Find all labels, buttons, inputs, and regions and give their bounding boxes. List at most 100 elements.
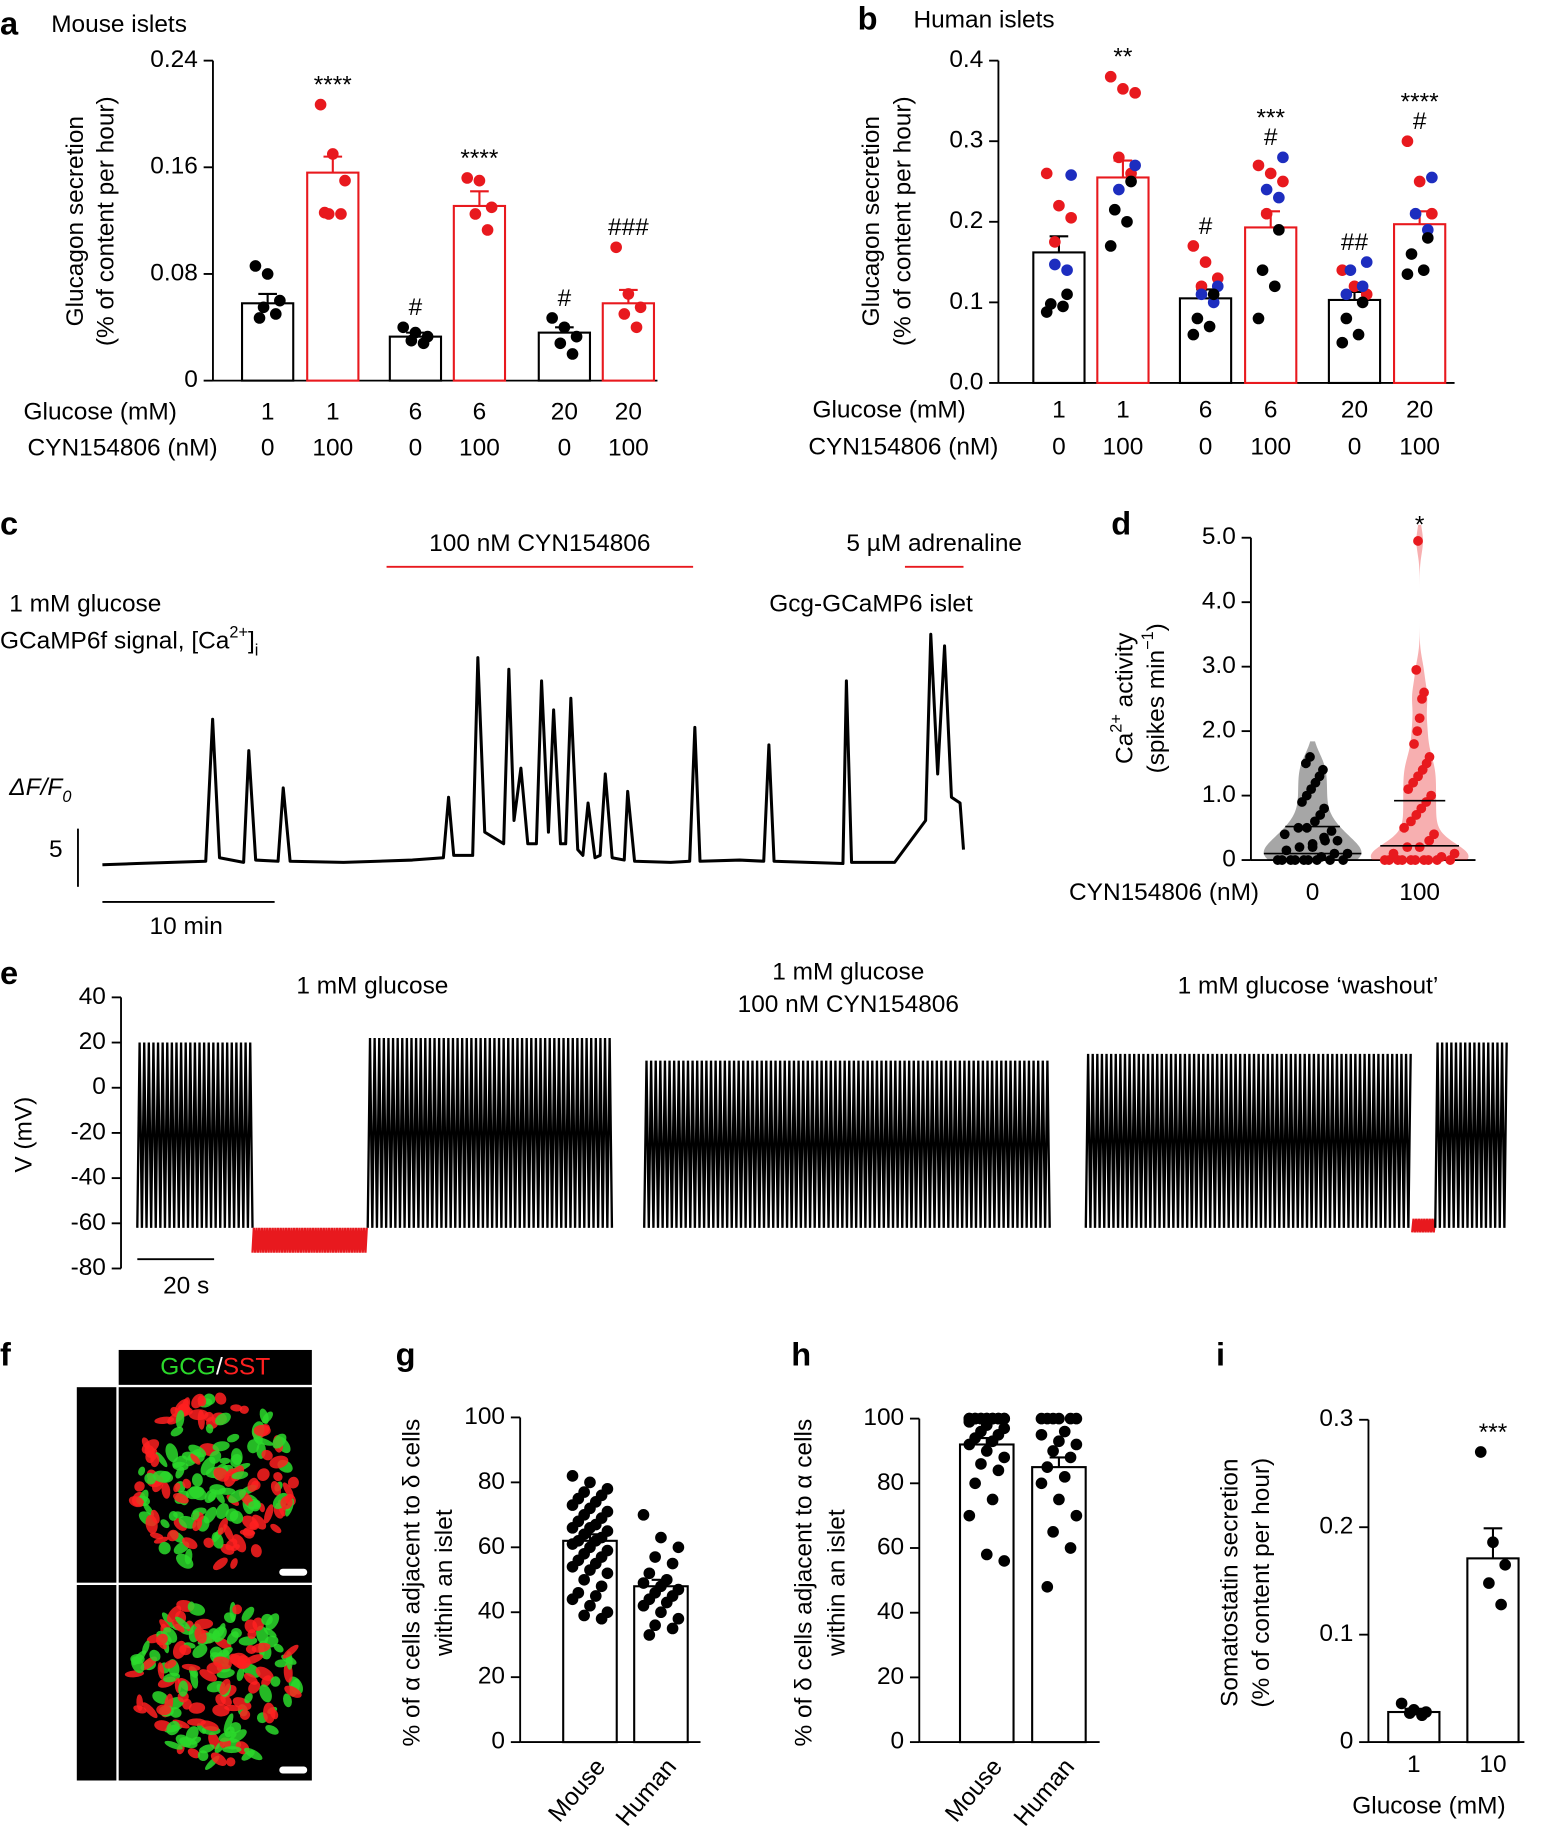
condition-label: 1 mM glucose xyxy=(9,591,161,618)
y-tick-label: 40 xyxy=(79,983,106,1010)
y-axis-label-part: (mV) xyxy=(11,1097,38,1157)
row-label: CYN154806 (nM) xyxy=(28,435,218,462)
data-point xyxy=(1277,855,1287,865)
data-point xyxy=(1041,1581,1054,1593)
data-point xyxy=(998,1555,1011,1567)
image-header xyxy=(118,1349,312,1385)
significance-label: ** xyxy=(1113,44,1133,71)
data-point xyxy=(1207,288,1220,301)
data-point xyxy=(672,1612,685,1625)
cell xyxy=(152,1470,174,1483)
significance-label: # xyxy=(558,285,572,312)
cell xyxy=(149,1532,164,1540)
cell xyxy=(259,1408,269,1425)
y-tick-label: 0 xyxy=(1222,846,1236,873)
condition-label: 1 mM glucose ‘washout’ xyxy=(1178,972,1439,999)
data-point xyxy=(963,1438,976,1451)
data-point xyxy=(1049,258,1061,271)
significance-label: ### xyxy=(608,214,649,241)
data-point xyxy=(1061,288,1073,301)
data-point xyxy=(1352,328,1365,341)
y-tick-label: 0 xyxy=(1340,1728,1354,1755)
data-point xyxy=(1273,191,1285,204)
cell xyxy=(173,1493,189,1504)
y-tick-label: 0.2 xyxy=(949,207,983,234)
bar xyxy=(958,1443,1015,1744)
data-point xyxy=(1401,268,1414,280)
data-point xyxy=(1412,726,1423,737)
cell xyxy=(209,1450,222,1464)
y-axis-label: (% of content per hour) xyxy=(890,96,917,346)
cell xyxy=(214,1392,227,1405)
cell xyxy=(211,1532,224,1549)
y-tick-label: 60 xyxy=(877,1533,904,1560)
y-axis-label-part: ΔF/F xyxy=(8,775,64,802)
data-point xyxy=(584,1599,596,1612)
cell xyxy=(263,1702,276,1724)
header-part: SST xyxy=(223,1354,271,1381)
row-label: Mouse islets xyxy=(83,1417,110,1553)
cell xyxy=(158,1541,171,1555)
voltage-trace xyxy=(1434,1042,1508,1228)
significance-label: *** xyxy=(1479,1419,1508,1446)
data-point xyxy=(969,1477,981,1490)
x-tick-label: 6 xyxy=(473,399,487,426)
condition-label: 1 mM glucose xyxy=(296,972,448,999)
cell xyxy=(175,1734,192,1748)
data-point xyxy=(1203,320,1216,333)
y-axis-label: Glucagon secretion xyxy=(858,116,885,326)
panel-title: Human islets xyxy=(913,7,1054,34)
significance-label: # xyxy=(1413,108,1427,135)
header-part: GCG xyxy=(160,1354,216,1381)
cell xyxy=(171,1619,185,1633)
cell xyxy=(255,1666,274,1681)
cell xyxy=(155,1633,168,1646)
x-tick-label: 1 xyxy=(1052,396,1066,423)
voltage-trace xyxy=(1411,1218,1437,1233)
cell xyxy=(217,1517,228,1536)
data-point xyxy=(1252,159,1265,172)
data-point xyxy=(1035,1428,1048,1441)
y-tick-label: 100 xyxy=(464,1403,505,1430)
data-point xyxy=(1303,855,1314,865)
data-point xyxy=(655,1531,667,1544)
y-tick-label: 0.08 xyxy=(150,259,198,286)
data-point xyxy=(1264,167,1277,180)
cell xyxy=(219,1457,231,1465)
cell xyxy=(230,1627,242,1638)
x-tick-label: 20 xyxy=(551,399,578,426)
condition-label: Gcg-GCaMP6 islet xyxy=(769,591,973,618)
data-point xyxy=(1041,1461,1054,1473)
cell xyxy=(182,1478,192,1489)
data-point xyxy=(1064,1542,1077,1554)
y-axis-label: Glucagon secretion xyxy=(62,116,89,326)
voltage-trace xyxy=(136,1042,254,1228)
data-point xyxy=(269,308,282,320)
data-point xyxy=(1187,240,1200,252)
voltage-trace xyxy=(1084,1053,1412,1228)
x-tick-label: 100 xyxy=(1250,434,1291,461)
bar xyxy=(1178,297,1233,385)
cell xyxy=(149,1649,161,1662)
x-tick-label: 20 xyxy=(1341,396,1368,423)
y-axis-label: % of α cells adjacent to δ cells xyxy=(399,1419,426,1747)
cell xyxy=(161,1482,171,1499)
data-point xyxy=(339,174,351,187)
data-point xyxy=(318,206,331,219)
x-axis-label: CYN154806 (nM) xyxy=(1069,879,1259,906)
cell xyxy=(188,1409,209,1421)
data-point xyxy=(405,334,418,347)
data-point xyxy=(1041,1412,1054,1425)
data-point xyxy=(578,1573,590,1586)
data-point xyxy=(566,1470,579,1482)
y-tick-label: 2.0 xyxy=(1202,717,1236,744)
data-point xyxy=(666,1557,679,1570)
cell xyxy=(166,1720,180,1736)
y-tick-label: 0 xyxy=(891,1728,905,1755)
data-point xyxy=(1318,764,1328,775)
data-point xyxy=(1388,848,1399,859)
x-tick-label: 0 xyxy=(558,435,572,462)
cell xyxy=(170,1426,184,1437)
